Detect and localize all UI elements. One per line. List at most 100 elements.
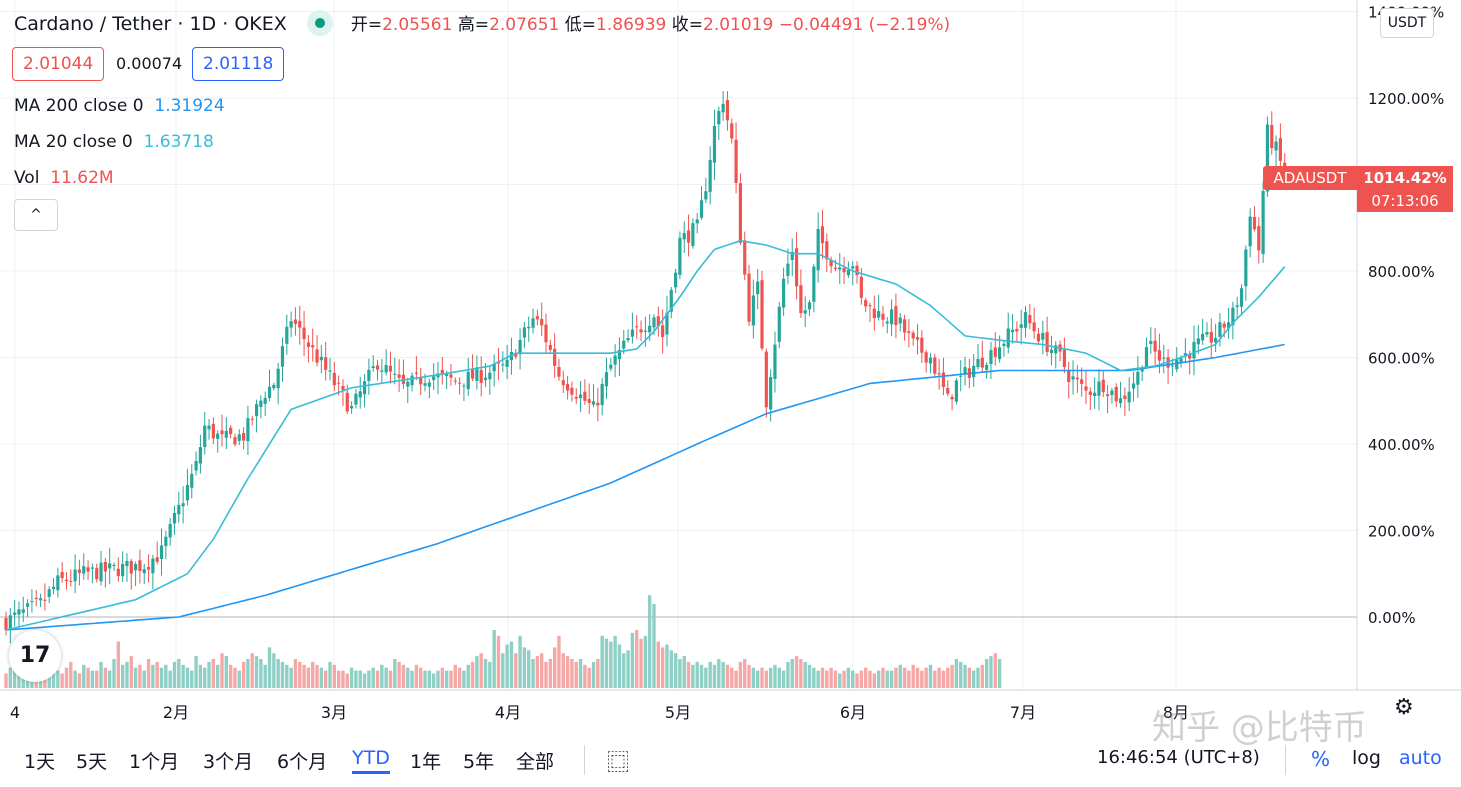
volume-bar <box>371 667 375 688</box>
candle <box>1196 325 1200 355</box>
volume-bar <box>207 661 211 688</box>
candle <box>388 351 393 384</box>
interval[interactable]: 1D <box>189 13 217 35</box>
candle <box>129 558 133 590</box>
candle <box>462 383 466 402</box>
candle <box>267 369 272 402</box>
volume-bar <box>414 664 419 688</box>
last-price-label: 1014.42% <box>1357 166 1453 190</box>
chevron-up-icon[interactable]: ^ <box>14 199 58 231</box>
market-status-icon[interactable] <box>306 9 333 36</box>
volume-bar <box>552 647 557 688</box>
candle <box>877 294 881 321</box>
buy-price-button[interactable]: 2.01118 <box>192 47 285 81</box>
candle <box>358 376 362 409</box>
auto-scale-toggle[interactable]: auto <box>1399 747 1442 769</box>
range-3m[interactable]: 3个月 <box>203 751 254 773</box>
candle <box>69 569 73 587</box>
y-tick-label: 0.00% <box>1368 609 1416 627</box>
volume-bar <box>950 664 954 688</box>
volume-bar <box>522 647 527 688</box>
ma200-legend[interactable]: MA 200 close 0 1.31924 <box>14 96 225 116</box>
candle <box>458 377 462 395</box>
log-scale-toggle[interactable]: log <box>1352 747 1381 769</box>
candle <box>578 380 583 413</box>
candle <box>8 608 12 644</box>
candle <box>639 320 643 342</box>
volume-bar <box>820 667 825 688</box>
price-axis[interactable]: 1400.00%1200.00%800.00%600.00%400.00%200… <box>1368 4 1444 628</box>
volume-bar <box>358 670 362 688</box>
candle <box>829 256 833 273</box>
clock-time[interactable]: 16:46:54 (UTC+8) <box>1097 747 1260 768</box>
candle <box>64 572 69 590</box>
x-tick-label: 4 <box>10 703 20 722</box>
gear-icon[interactable]: ⚙ <box>1394 695 1414 720</box>
candle <box>522 322 526 349</box>
volume-bar <box>548 659 553 688</box>
volume-bar <box>721 661 725 688</box>
volume-bar <box>397 661 401 688</box>
volume-bar <box>388 670 393 688</box>
volume-bar <box>345 673 349 688</box>
volume-bar <box>971 670 976 688</box>
candle <box>220 414 224 447</box>
volume-bar <box>531 659 535 688</box>
candle <box>920 330 924 364</box>
volume-bar <box>431 673 436 688</box>
sell-price-button[interactable]: 2.01044 <box>12 47 105 81</box>
volume-bar <box>272 653 276 688</box>
toolbar-divider <box>1285 745 1286 775</box>
candle <box>600 378 604 416</box>
calendar-range-icon[interactable]: ⿴ <box>607 751 630 776</box>
candle <box>146 554 151 583</box>
volume-bar <box>695 661 699 688</box>
candle <box>557 358 561 381</box>
range-1m[interactable]: 1个月 <box>129 751 180 773</box>
candle <box>1062 337 1066 374</box>
x-tick-label: 7月 <box>1010 703 1036 722</box>
volume-bar <box>241 661 246 688</box>
volume-bar <box>544 661 548 688</box>
range-5d[interactable]: 5天 <box>76 751 108 773</box>
candle <box>613 344 617 378</box>
volume-legend[interactable]: Vol 11.62M <box>14 168 114 188</box>
percent-scale-toggle[interactable]: % <box>1311 747 1331 771</box>
candle <box>73 554 77 594</box>
range-6m[interactable]: 6个月 <box>277 751 328 773</box>
volume-bar <box>444 670 449 688</box>
time-axis[interactable]: 4 2月 3月 4月 5月 6月 7月 8月 <box>10 703 1189 722</box>
candle <box>289 311 293 338</box>
range-1y[interactable]: 1年 <box>410 751 442 773</box>
candle <box>168 518 172 546</box>
candle <box>959 360 963 392</box>
currency-button[interactable]: USDT <box>1380 8 1434 38</box>
candle <box>427 378 431 399</box>
candle <box>1218 313 1222 347</box>
volume-bar <box>133 667 138 688</box>
ma20-legend[interactable]: MA 20 close 0 1.63718 <box>14 132 214 152</box>
volume-bar <box>535 656 540 688</box>
candle <box>319 345 323 374</box>
range-all[interactable]: 全部 <box>516 751 555 773</box>
volume-bar <box>138 664 142 688</box>
candle <box>937 358 941 390</box>
volume-bar <box>293 659 298 688</box>
range-1d[interactable]: 1天 <box>24 751 56 773</box>
volume-bar <box>686 661 691 688</box>
volume-bar <box>315 664 319 688</box>
volume-bar <box>56 670 60 688</box>
candle <box>375 359 380 381</box>
candle <box>812 263 816 313</box>
range-5y[interactable]: 5年 <box>463 751 495 773</box>
volume-bar <box>708 661 712 688</box>
volume-bar <box>164 664 168 688</box>
toolbar-divider <box>584 745 585 775</box>
symbol-name[interactable]: Cardano / Tether <box>14 13 172 35</box>
candle <box>311 328 315 362</box>
tradingview-logo[interactable]: 17 <box>9 630 61 682</box>
volume-bar <box>367 670 371 688</box>
range-ytd[interactable]: YTD <box>352 747 390 774</box>
volume-bar <box>980 664 985 688</box>
